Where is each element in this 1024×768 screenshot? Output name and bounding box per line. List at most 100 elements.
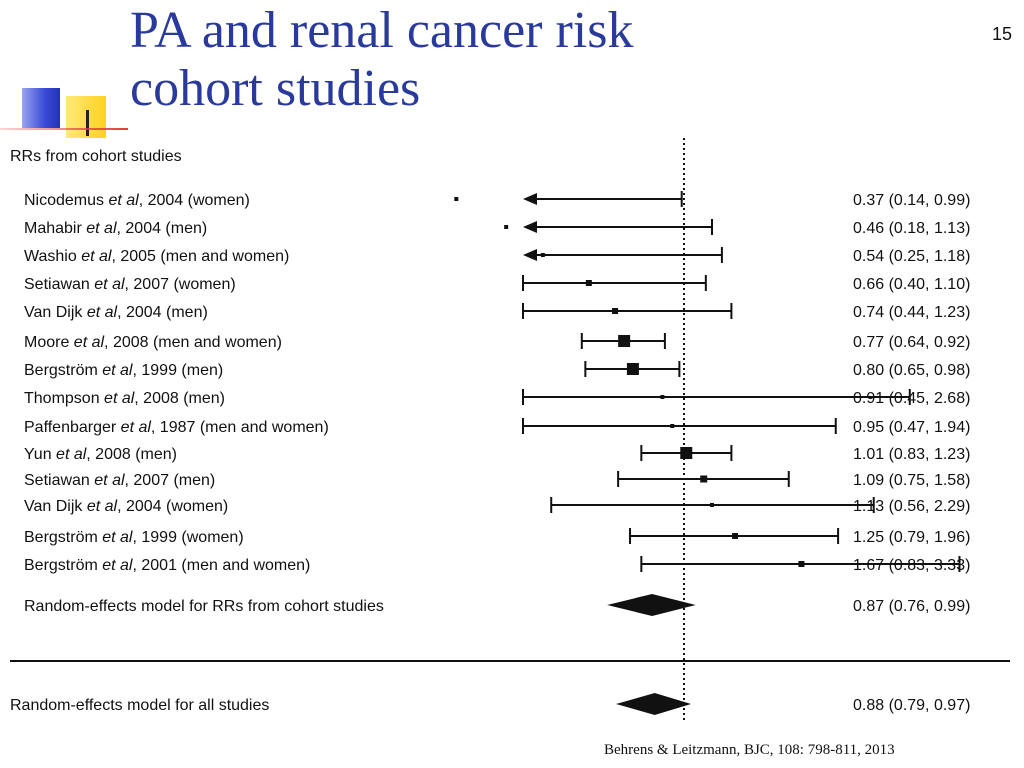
study-label: Van Dijk et al, 2004 (men) <box>24 304 208 321</box>
study-row: Washio et al, 2005 (men and women) 0.54 (… <box>24 247 970 265</box>
study-row: Setiawan et al, 2007 (women) 0.66 (0.40, … <box>24 275 970 293</box>
study-row: Bergström et al, 1999 (men) 0.80 (0.65, 0… <box>24 361 970 379</box>
pooled-label: Random-effects model for all studies <box>10 697 269 714</box>
pooled-row: Random-effects model for RRs from cohort… <box>24 594 970 616</box>
study-rr-ci: 0.77 (0.64, 0.92) <box>853 334 970 351</box>
plot-title: RRs from cohort studies <box>10 148 182 165</box>
study-etal: et al <box>77 248 112 265</box>
study-rr-ci: 0.74 (0.44, 1.23) <box>853 304 970 321</box>
point-estimate <box>626 363 639 375</box>
study-rr-ci: 0.95 (0.47, 1.94) <box>853 419 970 436</box>
red-underline-ornament <box>0 128 128 130</box>
study-author: Setiawan <box>24 276 90 293</box>
citation: Behrens & Leitzmann, BJC, 108: 798-811, … <box>604 742 895 758</box>
study-author: Yun <box>24 446 52 463</box>
study-author: Thompson <box>24 390 100 407</box>
study-etal: et al <box>100 390 135 407</box>
blue-square-ornament <box>22 88 60 128</box>
pooled-rr-ci: 0.88 (0.79, 0.97) <box>853 697 970 714</box>
study-etal: et al <box>104 192 139 209</box>
study-row: Mahabir et al, 2004 (men) 0.46 (0.18, 1.1… <box>24 219 970 237</box>
point-estimate <box>612 308 619 314</box>
slide-title-line-2: cohort studies <box>130 60 421 117</box>
study-author: Moore <box>24 334 69 351</box>
point-estimate <box>660 395 665 399</box>
truncated-ci-arrow <box>523 193 537 205</box>
slide-title-line-1: PA and renal cancer risk <box>130 2 634 59</box>
slide-number: 15 <box>991 24 1012 44</box>
study-year-group: , 2004 (men) <box>117 304 208 321</box>
study-author: Paffenbarger <box>24 419 117 436</box>
study-author: Bergström <box>24 557 98 574</box>
study-row: Paffenbarger et al, 1987 (men and women)… <box>24 418 970 436</box>
study-etal: et al <box>98 529 133 546</box>
pooled-rr-ci: 0.87 (0.76, 0.99) <box>853 598 970 615</box>
study-row: Nicodemus et al, 2004 (women) 0.37 (0.14,… <box>24 191 970 209</box>
slide-title: PA and renal cancer risk cohort studies <box>130 2 633 118</box>
study-rr-ci: 0.66 (0.40, 1.10) <box>853 276 970 293</box>
study-etal: et al <box>98 362 133 379</box>
study-etal: et al <box>69 334 104 351</box>
pooled-diamond <box>607 594 696 616</box>
point-estimate <box>454 197 459 201</box>
study-rows: Nicodemus et al, 2004 (women) 0.37 (0.14,… <box>24 191 970 574</box>
study-label: Bergström et al, 2001 (men and women) <box>24 557 310 574</box>
study-year-group: , 2001 (men and women) <box>132 557 310 574</box>
study-row: Setiawan et al, 2007 (men) 1.09 (0.75, 1.… <box>24 471 970 489</box>
study-label: Yun et al, 2008 (men) <box>24 446 177 463</box>
study-label: Thompson et al, 2008 (men) <box>24 390 225 407</box>
point-estimate <box>798 561 805 567</box>
study-author: Setiawan <box>24 472 90 489</box>
study-etal: et al <box>82 220 117 237</box>
study-author: Nicodemus <box>24 192 104 209</box>
point-estimate <box>670 424 675 428</box>
study-row: Thompson et al, 2008 (men) 0.91 (0.45, 2.… <box>24 389 970 407</box>
study-year-group: , 2004 (men) <box>117 220 208 237</box>
point-estimate <box>700 475 708 483</box>
pooled-diamond <box>616 693 692 715</box>
study-row: Moore et al, 2008 (men and women) 0.77 (0… <box>24 333 970 351</box>
study-label: Washio et al, 2005 (men and women) <box>24 248 289 265</box>
study-year-group: , 2005 (men and women) <box>111 248 289 265</box>
study-author: Bergström <box>24 529 98 546</box>
study-rr-ci: 1.09 (0.75, 1.58) <box>853 472 970 489</box>
study-rr-ci: 1.01 (0.83, 1.23) <box>853 446 970 463</box>
study-label: Van Dijk et al, 2004 (women) <box>24 498 228 515</box>
study-year-group: , 2008 (men) <box>134 390 225 407</box>
study-rr-ci: 1.25 (0.79, 1.96) <box>853 529 970 546</box>
study-author: Bergström <box>24 362 98 379</box>
pooled-row: Random-effects model for all studies 0.88… <box>10 693 970 715</box>
study-etal: et al <box>90 472 125 489</box>
study-rr-ci: 0.46 (0.18, 1.13) <box>853 220 970 237</box>
study-label: Setiawan et al, 2007 (men) <box>24 472 215 489</box>
study-label: Mahabir et al, 2004 (men) <box>24 220 207 237</box>
study-year-group: , 1999 (women) <box>132 529 243 546</box>
point-estimate <box>540 253 545 257</box>
study-year-group: , 2007 (women) <box>125 276 236 293</box>
study-year-group: , 1987 (men and women) <box>151 419 329 436</box>
study-author: Mahabir <box>24 220 82 237</box>
study-row: Van Dijk et al, 2004 (women) 1.13 (0.56, … <box>24 497 970 515</box>
study-author: Washio <box>24 248 77 265</box>
vertical-bar-ornament <box>86 110 89 136</box>
study-row: Yun et al, 2008 (men) 1.01 (0.83, 1.23) <box>24 445 970 463</box>
study-author: Van Dijk <box>24 304 83 321</box>
study-etal: et al <box>90 276 125 293</box>
title-decoration <box>0 80 130 140</box>
point-estimate <box>618 335 631 347</box>
study-rr-ci: 0.37 (0.14, 0.99) <box>853 192 970 209</box>
study-label: Bergström et al, 1999 (men) <box>24 362 223 379</box>
truncated-ci-arrow <box>523 249 537 261</box>
study-label: Setiawan et al, 2007 (women) <box>24 276 236 293</box>
study-label: Bergström et al, 1999 (women) <box>24 529 244 546</box>
point-estimate <box>680 447 693 459</box>
study-year-group: , 2008 (men and women) <box>104 334 282 351</box>
study-label: Paffenbarger et al, 1987 (men and women) <box>24 419 329 436</box>
study-rr-ci: 0.54 (0.25, 1.18) <box>853 248 970 265</box>
study-etal: et al <box>116 419 151 436</box>
point-estimate <box>709 503 714 507</box>
point-estimate <box>504 225 509 229</box>
study-etal: et al <box>82 304 117 321</box>
study-rr-ci: 1.13 (0.56, 2.29) <box>853 498 970 515</box>
study-rr-ci: 0.80 (0.65, 0.98) <box>853 362 970 379</box>
